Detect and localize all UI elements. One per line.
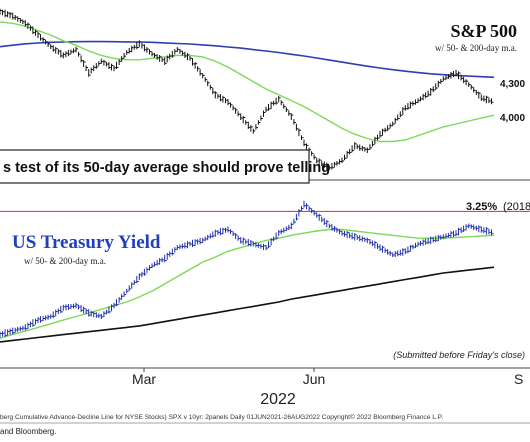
x-tick-jun: Jun — [303, 371, 326, 387]
yield-ma50-path — [0, 228, 495, 339]
x-tick-mar: Mar — [132, 371, 156, 387]
spx-price-bars — [0, 8, 494, 171]
source-line: berg Cumulative Advance-Decline Line for… — [0, 413, 443, 421]
yield-title: US Treasury Yield — [12, 232, 161, 253]
credit-line: and Bloomberg. — [0, 427, 56, 436]
submission-note: (Submitted before Friday's close) — [393, 350, 525, 360]
callout-box — [0, 149, 310, 184]
yield-ma200-path — [0, 266, 495, 343]
spx-ma50-line — [0, 21, 495, 143]
spx-title: S&P 500 — [450, 21, 517, 41]
reference-label: 3.25% — [466, 201, 497, 213]
yield-price-bars — [0, 200, 494, 338]
callout-text: s test of its 50-day average should prov… — [3, 160, 330, 176]
spx-ma200-line — [0, 40, 495, 79]
spx-ma50-path — [0, 21, 495, 143]
spx-subtitle: w/ 50- & 200-day m.a. — [435, 43, 517, 53]
reference-suffix: (2018 — [503, 201, 530, 213]
yield-ma50-line — [0, 228, 495, 339]
price-label-4300: 4,300 — [500, 79, 525, 90]
x-year-label: 2022 — [260, 391, 296, 408]
x-tick-sep: S — [514, 371, 523, 387]
yield-subtitle: w/ 50- & 200-day m.a. — [24, 256, 106, 266]
price-label-4000: 4,000 — [500, 113, 525, 124]
yield-ma200-line — [0, 266, 495, 343]
spx-ma200-path — [0, 40, 495, 79]
